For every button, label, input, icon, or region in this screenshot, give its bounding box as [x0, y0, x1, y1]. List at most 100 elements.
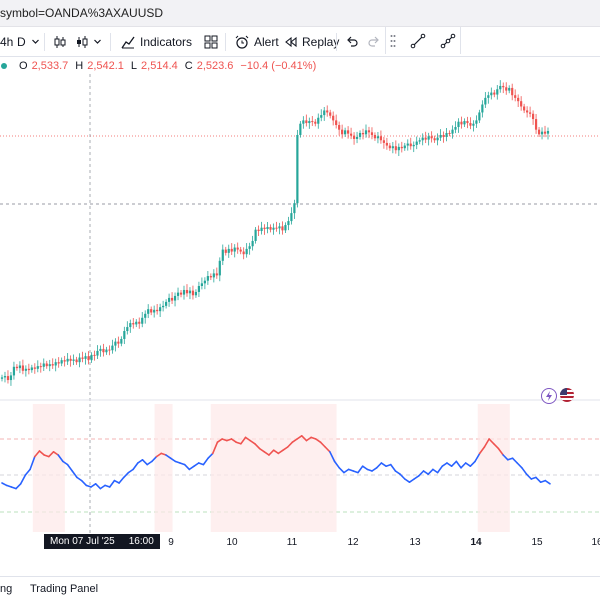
oscillator-segment: [525, 473, 533, 480]
candle: [326, 110, 329, 113]
time-tick-label: 9: [168, 537, 174, 548]
candle: [3, 376, 7, 378]
path-tool-icon[interactable]: [440, 33, 456, 49]
candle: [206, 276, 209, 281]
lightning-badge[interactable]: [541, 388, 557, 404]
oscillator-segment: [375, 462, 383, 469]
candle: [167, 297, 171, 302]
oscillator-segment: [15, 482, 22, 490]
candle: [272, 227, 275, 230]
oscillator-segment: [441, 462, 448, 468]
open-value: 2,533.7: [31, 60, 69, 72]
oscillator-segment: [113, 479, 120, 484]
layout-grid-icon[interactable]: [204, 27, 218, 56]
interval-button[interactable]: 4h: [0, 34, 14, 49]
candle: [335, 120, 338, 126]
candle: [153, 309, 156, 313]
trend-line-icon[interactable]: [410, 33, 426, 49]
candle: [528, 112, 532, 114]
candle: [164, 301, 168, 306]
bottom-panel-bar: ng Trading Panel: [0, 576, 600, 601]
oscillator-segment: [422, 470, 430, 476]
time-tick-label: 14: [470, 537, 482, 548]
oscillator-segment: [48, 450, 55, 458]
candle: [185, 289, 189, 294]
close-label: C: [184, 60, 193, 72]
candle: [472, 123, 475, 126]
oscillator-segment: [155, 452, 163, 458]
candle: [215, 273, 218, 276]
oscillator-segment: [511, 457, 519, 464]
undo-icon[interactable]: [345, 27, 359, 56]
candle: [75, 359, 78, 363]
timeframe-button[interactable]: D: [17, 34, 26, 49]
candle: [487, 95, 490, 98]
bottom-tab-partial[interactable]: ng: [0, 583, 13, 595]
candle: [191, 290, 195, 296]
candle: [403, 145, 406, 149]
indicators-button[interactable]: Indicators: [121, 27, 192, 56]
candle: [197, 285, 201, 292]
candles-icon[interactable]: [52, 27, 68, 56]
candle: [367, 130, 371, 133]
oscillator-segment: [352, 470, 359, 474]
oscillator-segment: [404, 478, 411, 484]
candle: [317, 117, 320, 124]
oscillator-segment: [385, 463, 392, 468]
oscillator-segment: [52, 450, 60, 456]
candle: [287, 221, 290, 226]
candle: [508, 87, 511, 91]
chart-toolbar: 4h D Indicators Alert Replay: [0, 27, 600, 57]
candle: [543, 131, 547, 134]
candle: [257, 229, 260, 232]
candle: [159, 307, 162, 312]
candle: [540, 131, 544, 135]
candle: [466, 121, 469, 124]
oscillator-segment: [296, 434, 303, 440]
candle: [526, 110, 529, 113]
oscillator-segment: [24, 468, 31, 476]
oscillator-segment: [230, 438, 237, 444]
oscillator-segment: [329, 450, 336, 463]
oscillator-segment: [151, 455, 158, 463]
oscillator-segment: [235, 441, 242, 445]
tab-trading-panel[interactable]: Trading Panel: [30, 583, 99, 595]
candle: [448, 132, 451, 134]
candle: [93, 354, 96, 356]
candle: [260, 227, 263, 232]
oscillator-segment: [455, 460, 462, 469]
rewind-icon: [285, 36, 297, 47]
chart-type-icon[interactable]: [74, 27, 90, 56]
oscillator-segment: [521, 466, 528, 476]
price-chart[interactable]: [0, 74, 600, 550]
candle: [424, 137, 427, 140]
drag-handle-icon[interactable]: [390, 34, 396, 48]
browser-url-bar[interactable]: symbol=OANDA%3AXAUUSD: [0, 0, 600, 27]
alert-button[interactable]: Alert: [234, 27, 279, 56]
candle: [379, 136, 383, 141]
candle: [6, 376, 10, 381]
chevron-down-icon[interactable]: [31, 27, 40, 56]
oscillator-segment: [57, 454, 64, 463]
candle: [305, 120, 308, 124]
oscillator-segment: [460, 462, 467, 469]
candle: [505, 87, 508, 91]
replay-button[interactable]: Replay: [284, 27, 339, 56]
time-tick-label: 11: [286, 537, 298, 548]
redo-icon[interactable]: [367, 27, 381, 56]
status-dot: [1, 63, 7, 69]
candle: [230, 248, 233, 252]
overbought-zone: [477, 404, 510, 532]
oscillator-segment: [226, 438, 233, 442]
overbought-zone: [210, 404, 337, 532]
candle: [385, 142, 388, 146]
candle: [218, 260, 221, 276]
crosshair-time: 16:00: [128, 536, 154, 547]
candle: [490, 92, 493, 96]
oscillator-segment: [507, 457, 514, 461]
candle: [373, 134, 377, 139]
candle: [239, 249, 242, 252]
candle: [338, 125, 341, 130]
candle: [263, 227, 266, 230]
chevron-down-icon-2[interactable]: [93, 27, 102, 56]
